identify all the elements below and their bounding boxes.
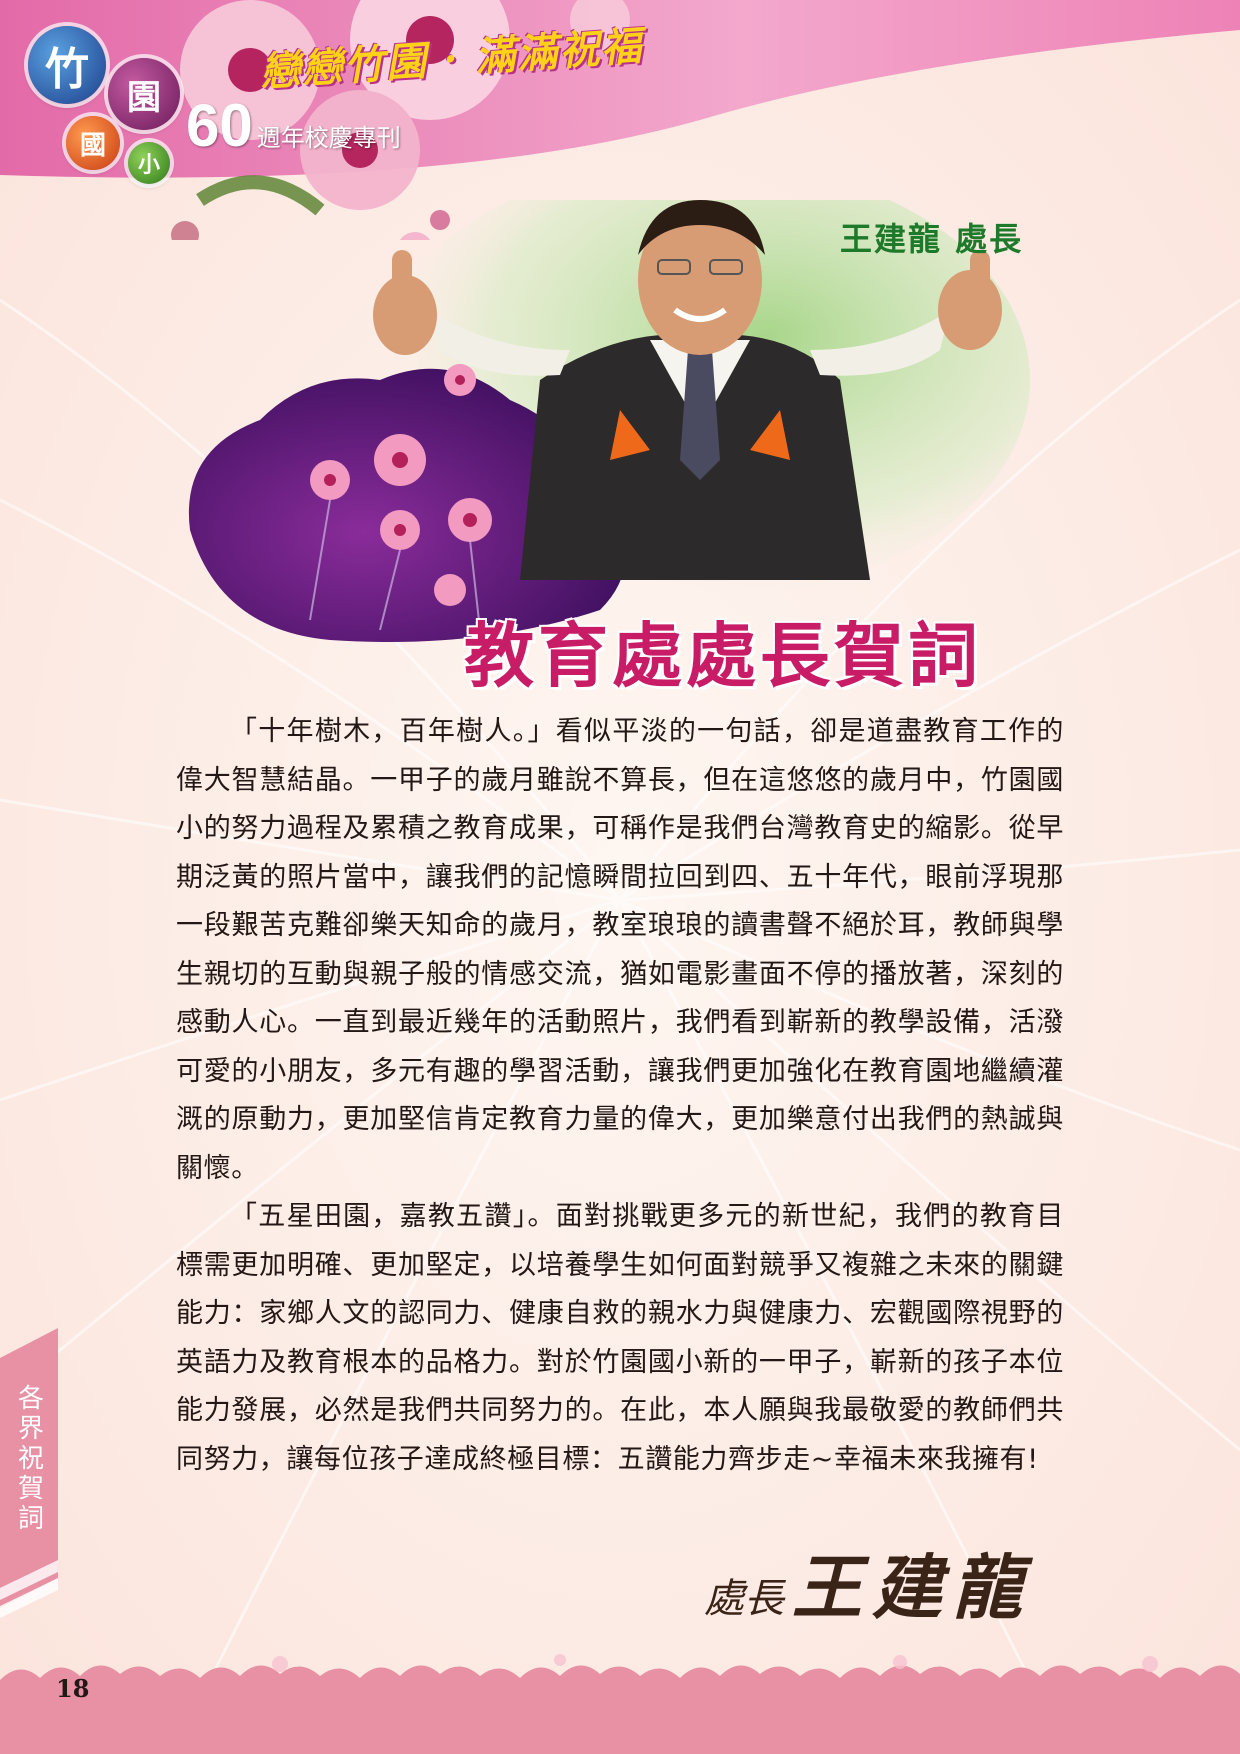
page-number: 18 xyxy=(56,1674,90,1703)
right-hand xyxy=(938,270,1002,350)
header-flowers xyxy=(171,0,630,240)
blob-flowers xyxy=(310,364,492,606)
message-paragraph-1: 「十年樹木，百年樹人。」看似平淡的一句話，卻是道盡教育工作的偉大智慧結晶。一甲子… xyxy=(176,716,1064,1184)
message-paragraph-2: 「五星田園，嘉教五讚」。面對挑戰更多元的新世紀，我們的教育目標需更加明確、更加堅… xyxy=(176,1201,1064,1475)
badge-xiao: 小 xyxy=(128,142,170,184)
badge-yuan: 園 xyxy=(108,58,180,130)
signature-name: 王建龍 xyxy=(792,1546,1032,1629)
section-title: 教育處處長賀詞 xyxy=(464,614,982,697)
signature: 處長 王建龍 xyxy=(704,1532,1032,1633)
portrait-illustration xyxy=(188,200,1030,642)
anniversary-number: 60 xyxy=(186,92,253,159)
message-body: 「十年樹木，百年樹人。」看似平淡的一句話，卻是道盡教育工作的偉大智慧結晶。一甲子… xyxy=(176,708,1064,1484)
left-hand xyxy=(373,275,437,355)
side-tab-label: 各界祝賀詞 xyxy=(18,1384,45,1534)
badge-zhu: 竹 xyxy=(28,26,106,104)
signature-title: 處長 xyxy=(704,1576,784,1622)
anniversary-label: 60 週年校慶專刊 xyxy=(186,96,401,156)
purple-blob xyxy=(188,368,625,642)
anniversary-text: 週年校慶專刊 xyxy=(256,124,401,152)
header-band xyxy=(0,0,1240,240)
footer-band xyxy=(0,1654,1240,1754)
person-head xyxy=(638,205,762,355)
badge-guo: 國 xyxy=(66,116,120,170)
side-tab xyxy=(0,1328,58,1618)
portrait-name-title: 王建龍 處長 xyxy=(840,220,1024,258)
